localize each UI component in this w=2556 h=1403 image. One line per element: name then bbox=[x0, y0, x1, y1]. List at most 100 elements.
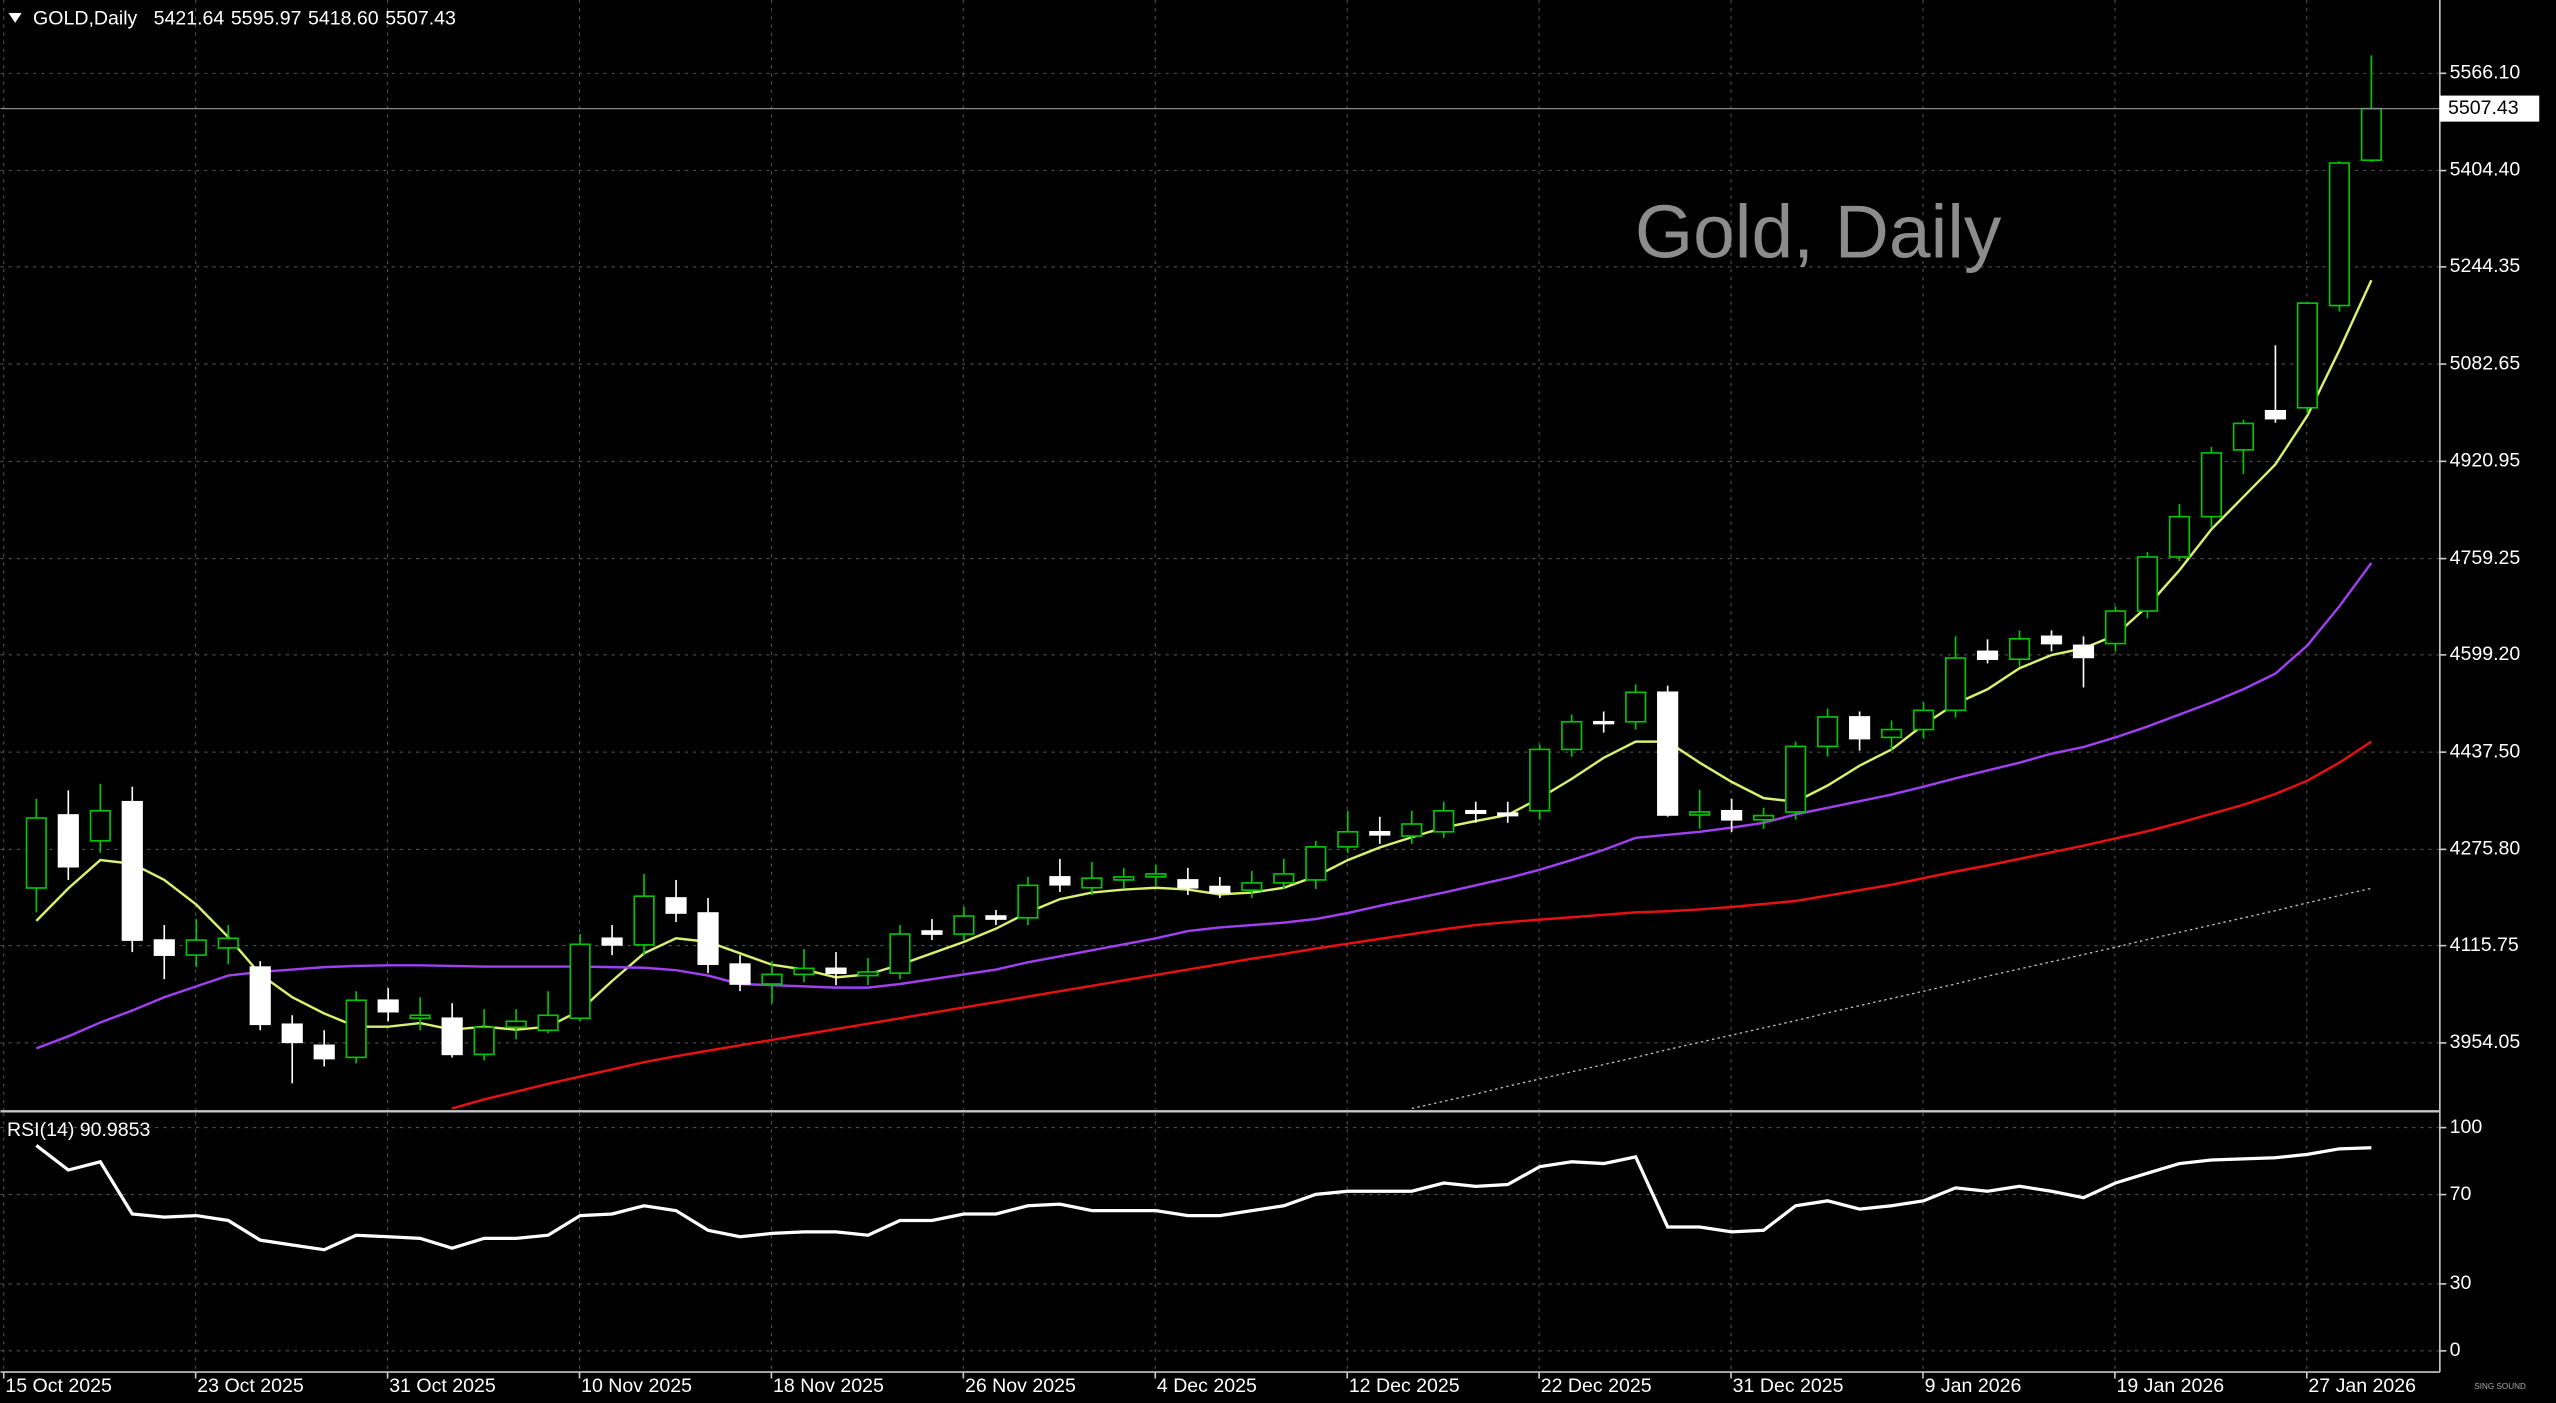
y-tick-label: 4759.25 bbox=[2450, 547, 2521, 569]
rsi-title: RSI(14) 90.9853 bbox=[7, 1119, 151, 1141]
candle-body bbox=[1529, 748, 1551, 812]
candle-body bbox=[121, 800, 143, 941]
x-tick-label: 31 Dec 2025 bbox=[1733, 1375, 1844, 1397]
candle-body bbox=[1625, 691, 1647, 723]
candle-body bbox=[57, 814, 79, 868]
candle-body bbox=[185, 939, 207, 956]
candle-body bbox=[697, 912, 719, 965]
candle-body bbox=[1337, 831, 1359, 848]
candle-body bbox=[665, 897, 687, 914]
candle-body bbox=[1561, 720, 1583, 751]
y-tick-label: 100 bbox=[2450, 1116, 2483, 1138]
candle-body bbox=[2264, 409, 2287, 420]
candle-body bbox=[569, 943, 591, 1020]
candle-body bbox=[2136, 556, 2159, 612]
x-tick-label: 31 Oct 2025 bbox=[389, 1375, 496, 1397]
candle-body bbox=[2296, 302, 2318, 409]
candle-body bbox=[281, 1023, 303, 1044]
candle-body bbox=[1369, 831, 1391, 836]
candle-body bbox=[2104, 610, 2127, 645]
candle-body bbox=[1081, 877, 1103, 889]
candle-body bbox=[1113, 876, 1135, 881]
candle-body bbox=[633, 895, 655, 946]
candle-body bbox=[1305, 846, 1327, 881]
header: GOLD,Daily 5421.64 5595.97 5418.60 5507.43 bbox=[33, 8, 456, 30]
y-tick-label: 5244.35 bbox=[2450, 255, 2521, 277]
candle-body bbox=[505, 1020, 527, 1029]
y-tick-label: 0 bbox=[2450, 1339, 2461, 1361]
candle-body bbox=[1848, 716, 1871, 740]
header-open: 5421.64 bbox=[154, 8, 225, 30]
series-line bbox=[35, 1144, 2372, 1252]
candle-body bbox=[1497, 812, 1519, 817]
candle-body bbox=[921, 930, 943, 935]
candle-body bbox=[1785, 745, 1807, 813]
candle-body bbox=[345, 999, 367, 1059]
candle-body bbox=[601, 937, 623, 946]
candle-body bbox=[409, 1014, 431, 1020]
candle-body bbox=[985, 915, 1007, 920]
candle-body bbox=[2040, 635, 2063, 645]
candle-body bbox=[313, 1044, 335, 1060]
plot-line bbox=[35, 1144, 2372, 1252]
y-tick-label: 70 bbox=[2450, 1183, 2472, 1205]
candle-body bbox=[2200, 452, 2223, 518]
candle-body bbox=[1049, 876, 1071, 886]
candle-body bbox=[1465, 809, 1487, 814]
candle-body bbox=[1976, 650, 1999, 661]
x-tick-label: 4 Dec 2025 bbox=[1157, 1375, 1257, 1397]
x-tick-label: 22 Dec 2025 bbox=[1541, 1375, 1652, 1397]
y-tick-label: 30 bbox=[2450, 1272, 2472, 1294]
candle-body bbox=[1433, 809, 1455, 833]
candle-body bbox=[1721, 809, 1743, 821]
x-tick-label: 19 Jan 2026 bbox=[2117, 1375, 2225, 1397]
y-tick-label: 4275.80 bbox=[2450, 838, 2521, 860]
current-price-box bbox=[2439, 95, 2540, 122]
series-line bbox=[451, 740, 2373, 1110]
candle-body bbox=[1241, 882, 1263, 891]
candle-body bbox=[825, 967, 847, 974]
x-tick-label: 27 Jan 2026 bbox=[2308, 1375, 2416, 1397]
candle-body bbox=[2008, 637, 2031, 661]
y-tick-label: 4115.75 bbox=[2450, 934, 2519, 956]
candle-body bbox=[1753, 814, 1775, 821]
candle-body bbox=[1944, 657, 1967, 712]
candle-body bbox=[1880, 728, 1903, 739]
candle-body bbox=[1273, 873, 1295, 884]
candle-body bbox=[1912, 709, 1935, 731]
y-tick-label: 4437.50 bbox=[2450, 740, 2521, 762]
candle-body bbox=[1817, 716, 1839, 748]
header-close: 5507.43 bbox=[385, 8, 456, 30]
y-tick-label: 5566.10 bbox=[2450, 61, 2521, 83]
candle-body bbox=[1689, 811, 1711, 816]
mark-layer bbox=[0, 55, 2440, 1252]
candle-body bbox=[857, 971, 879, 977]
header-low: 5418.60 bbox=[308, 8, 379, 30]
candle-body bbox=[89, 809, 111, 842]
header-high: 5595.97 bbox=[231, 8, 302, 30]
series-line bbox=[35, 562, 2373, 1050]
candle-body bbox=[2072, 644, 2095, 659]
candle-body bbox=[1657, 691, 1679, 816]
candle-body bbox=[1593, 720, 1615, 725]
candle-body bbox=[441, 1017, 463, 1056]
candle-body bbox=[2232, 422, 2255, 451]
x-tick-label: 9 Jan 2026 bbox=[1925, 1375, 2022, 1397]
y-tick-label: 5404.40 bbox=[2450, 159, 2521, 181]
candle-body bbox=[25, 817, 47, 889]
candle-body bbox=[729, 963, 751, 985]
x-tick-label: 23 Oct 2025 bbox=[197, 1375, 304, 1397]
series-line bbox=[35, 279, 2373, 1031]
candle-body bbox=[377, 999, 399, 1013]
candle-body bbox=[2328, 162, 2350, 307]
candle-body bbox=[1145, 873, 1167, 878]
candle-body bbox=[217, 937, 239, 949]
y-tick-label: 3954.05 bbox=[2450, 1031, 2521, 1053]
brand: SING SOUND bbox=[2474, 1382, 2526, 1391]
candle-body bbox=[1209, 885, 1231, 894]
candle-body bbox=[761, 973, 783, 985]
series-line bbox=[1411, 887, 2372, 1110]
